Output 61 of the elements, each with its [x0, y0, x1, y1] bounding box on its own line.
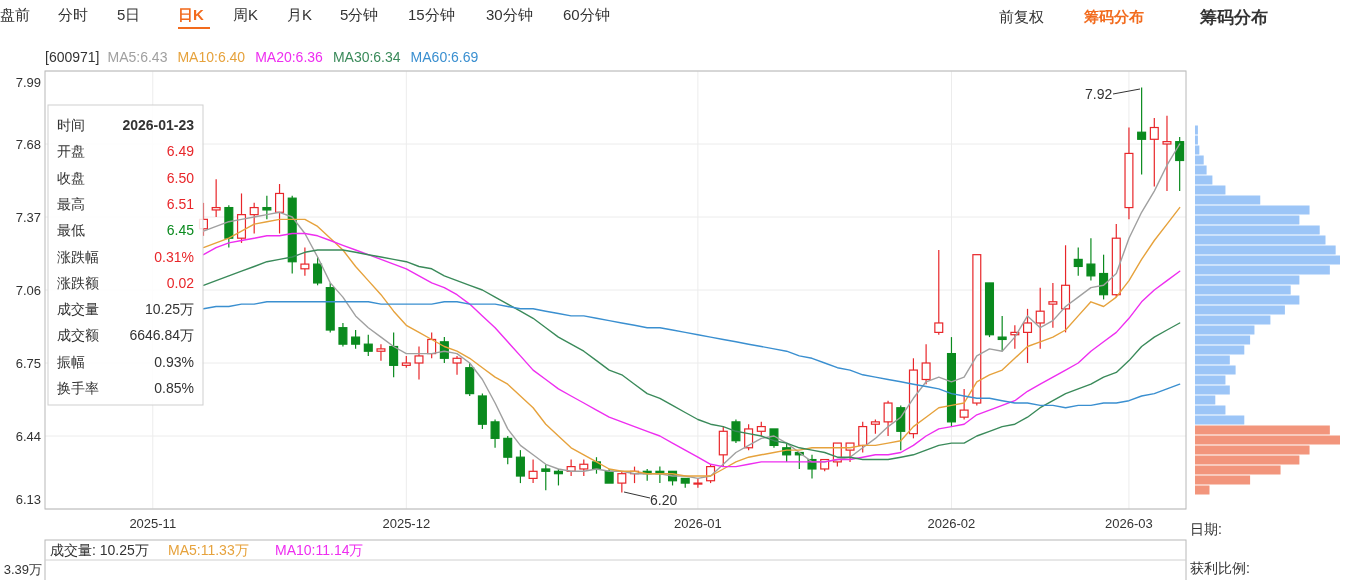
text: 分时 [58, 6, 88, 23]
text: 盘前 [0, 6, 30, 23]
annotation: 最低 [57, 222, 85, 239]
annotation: 成交量 [57, 301, 99, 318]
text: MA20:6.36 [255, 49, 324, 65]
chart-title: [600971] [45, 49, 100, 65]
text: 5日 [117, 6, 141, 23]
annotation: 10.25万 [144, 301, 194, 318]
text: MA5:11.33万 [168, 542, 249, 558]
text: 获利比例: [1190, 560, 1250, 576]
annotation: 6.51 [166, 195, 195, 212]
annotation: 收盘 [57, 169, 85, 186]
text: 3.39万 [3, 562, 42, 577]
x-tick-label: 2026-01 [674, 516, 722, 531]
annotation: 6646.84万 [129, 327, 194, 344]
text: 成交量: 10.25万 [50, 542, 149, 558]
y-tick-label: 7.99 [15, 75, 41, 90]
annotation: 0.31% [154, 248, 194, 265]
annotation: 7.92 [1085, 86, 1113, 102]
text: MA10:6.40 [177, 49, 246, 65]
y-tick-label: 7.68 [15, 137, 41, 152]
y-tick-label: 6.44 [15, 429, 41, 444]
annotation: 6.45 [166, 222, 195, 239]
text: 5分钟 [340, 6, 379, 23]
annotation: 时间 [57, 117, 85, 133]
text: 周K [233, 6, 259, 23]
text: MA5:6.43 [107, 49, 168, 65]
annotation: 0.02 [166, 274, 195, 291]
annotation: 2026-01-23 [122, 117, 195, 133]
x-tick-label: 2026-03 [1105, 516, 1153, 531]
text: 前复权 [999, 8, 1044, 25]
text: MA60:6.69 [410, 49, 479, 65]
text: 筹码分布 [1083, 8, 1144, 25]
annotation: 成交额 [57, 327, 99, 344]
annotation: 振幅 [57, 353, 85, 370]
annotation: 涨跌额 [57, 274, 99, 291]
text: MA30:6.34 [332, 49, 401, 65]
annotation: 涨跌幅 [57, 248, 99, 265]
x-tick-label: 2026-02 [927, 516, 976, 531]
text: 筹码分布 [1199, 8, 1268, 27]
text: 30分钟 [486, 6, 533, 23]
annotation: 换手率 [57, 380, 99, 396]
annotation: 6.50 [166, 169, 195, 186]
annotation: 6.20 [650, 492, 678, 508]
x-tick-label: 2025-11 [129, 516, 177, 531]
annotation: 最高 [57, 195, 85, 212]
y-tick-label: 6.13 [15, 492, 41, 507]
y-tick-label: 7.06 [15, 283, 41, 298]
x-tick-label: 2025-12 [382, 516, 431, 531]
annotation: 6.49 [166, 143, 195, 160]
y-tick-label: 7.37 [15, 210, 41, 225]
text: 15分钟 [408, 6, 455, 23]
annotation: 开盘 [57, 143, 85, 160]
text: 60分钟 [563, 6, 610, 23]
text: 日K [178, 6, 204, 23]
text: 日期: [1190, 521, 1222, 537]
annotation: 0.85% [154, 380, 194, 396]
text: 月K [287, 6, 313, 23]
annotation: 0.93% [154, 353, 194, 370]
text: MA10:11.14万 [275, 542, 364, 558]
y-tick-label: 6.75 [15, 356, 41, 371]
